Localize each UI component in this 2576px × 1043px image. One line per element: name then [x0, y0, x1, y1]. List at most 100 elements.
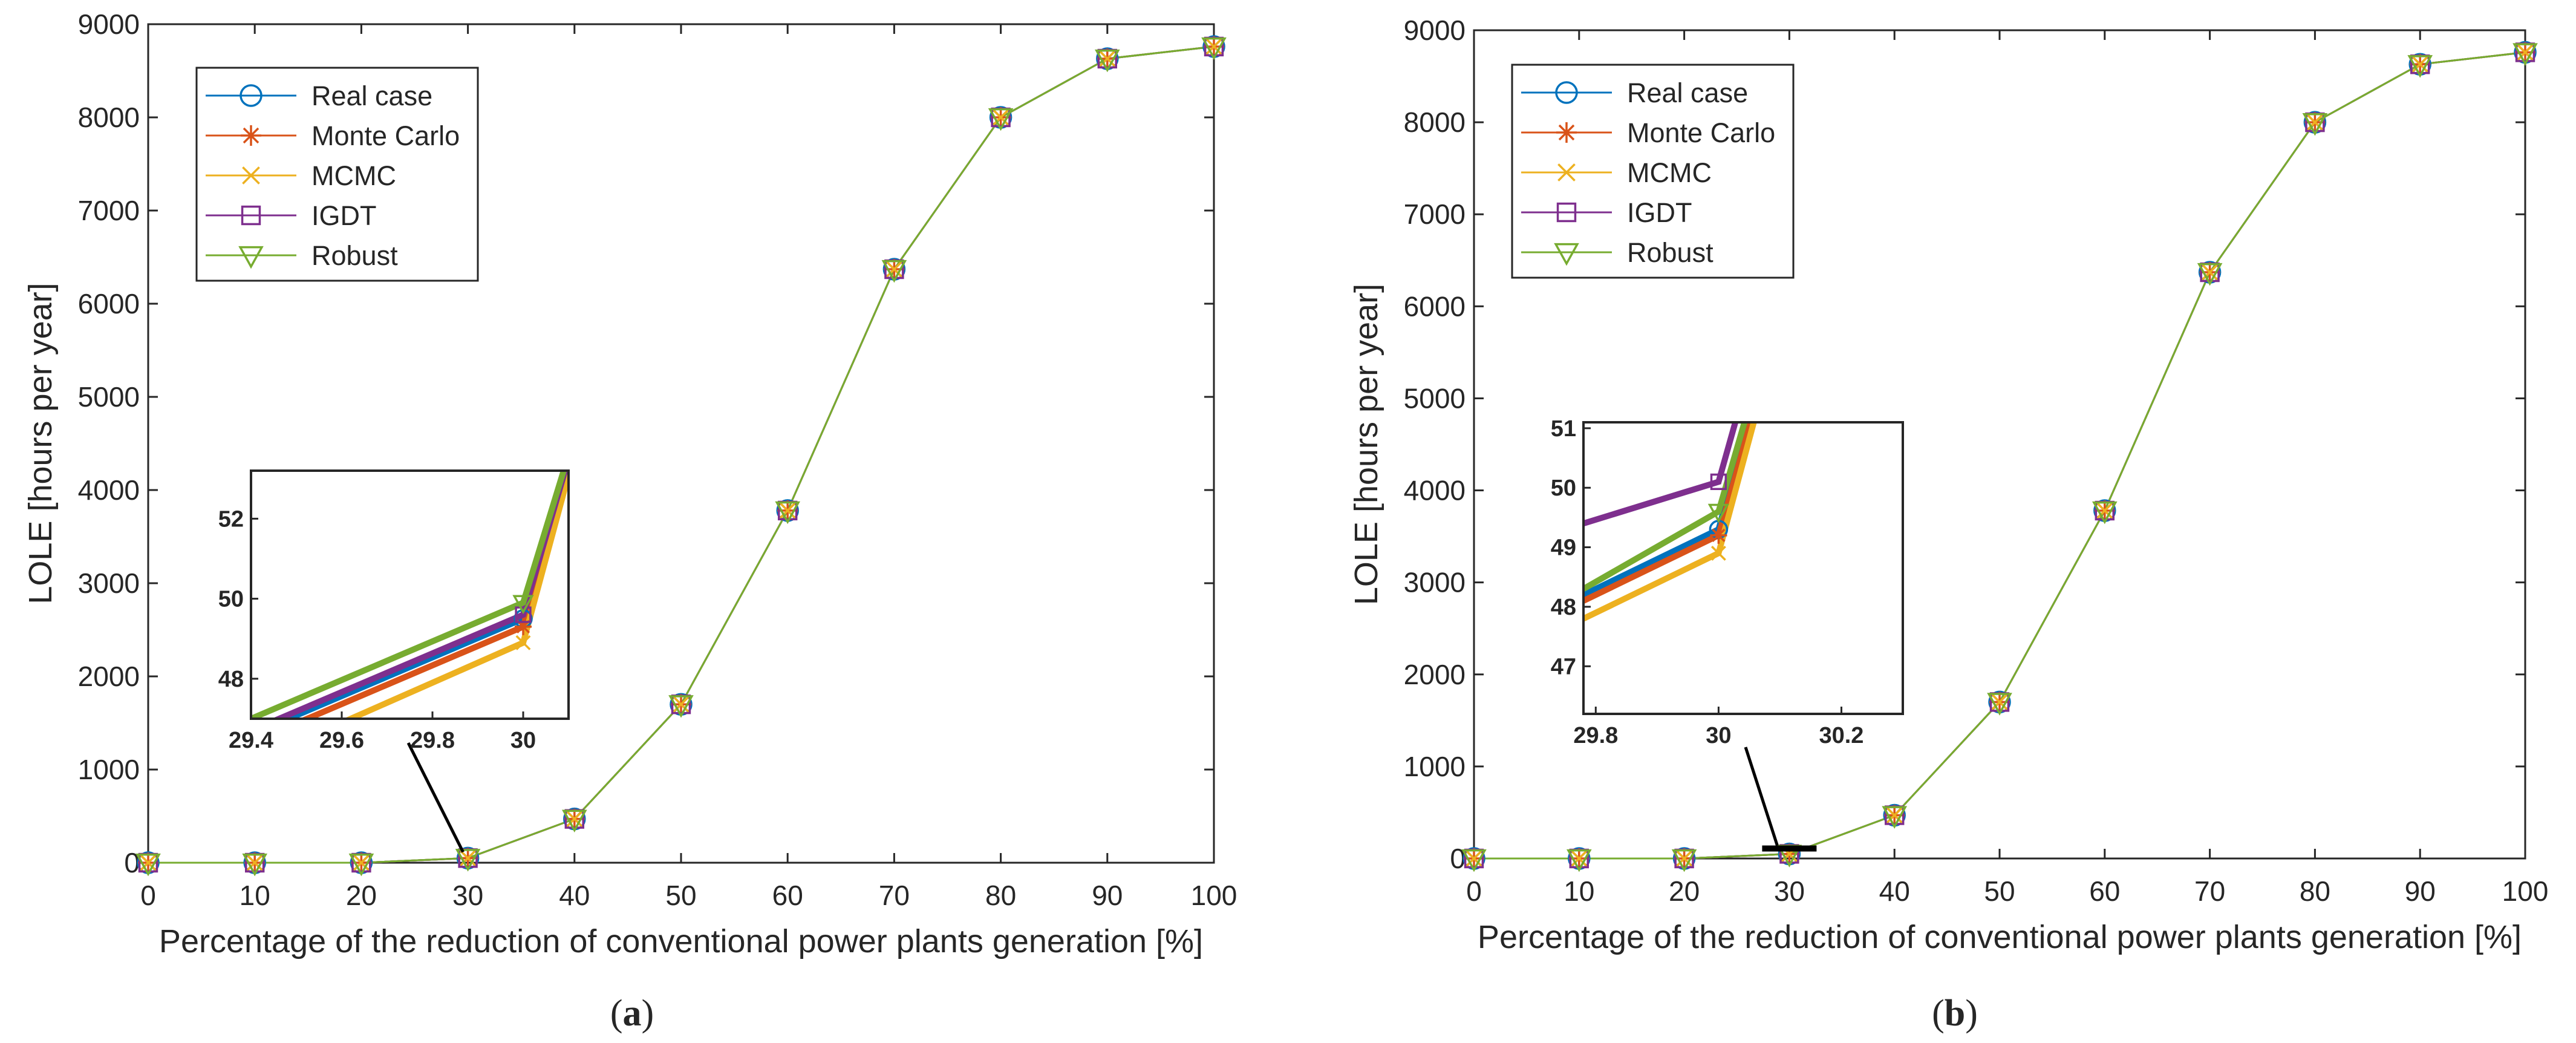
inset-y-tick-label: 50: [1551, 476, 1576, 501]
inset-y-tick-label: 48: [218, 667, 244, 692]
y-axis-label: LOLE [hours per year]: [1348, 284, 1384, 605]
legend-label-robust: Robust: [1627, 237, 1714, 268]
inset-series-group: [1583, 422, 1757, 622]
x-tick-label: 60: [772, 880, 803, 911]
x-tick-label: 60: [2089, 875, 2120, 907]
legend-marker-mcmc: [242, 166, 260, 185]
data-point-robust: [1461, 849, 1487, 872]
chart-panel-b: 0 10 20 30 40 50 60 70 80 90 100010002000300040005…: [1348, 15, 2548, 1034]
legend-marker-monte_carlo: [1556, 122, 1577, 143]
inset-y-tick-label: 52: [218, 506, 244, 532]
data-point-mcmc: [2200, 263, 2219, 281]
legend-label-monte_carlo: Monte Carlo: [311, 120, 460, 151]
data-point-mcmc: [991, 108, 1010, 126]
y-tick-label: 4000: [78, 474, 140, 506]
inset-x-tick-label: 29.4: [229, 728, 273, 753]
y-tick-label: 8000: [78, 102, 140, 133]
inset-point-monte_carlo: [1710, 526, 1727, 544]
data-point-mcmc: [672, 695, 690, 714]
data-point-robust: [2092, 501, 2118, 525]
legend-label-igdt: IGDT: [1627, 197, 1692, 228]
x-tick-label: 50: [1984, 875, 2015, 907]
caption-letter: b: [1945, 993, 1965, 1034]
data-point-robust: [1094, 49, 1120, 73]
x-tick-label: 10: [240, 880, 270, 911]
legend-label-igdt: IGDT: [311, 200, 377, 231]
x-tick-label: 80: [985, 880, 1016, 911]
panel-caption: (a): [610, 993, 654, 1034]
inset-line-robust: [1583, 422, 1748, 592]
data-point-mcmc: [1885, 806, 1904, 825]
x-tick-label: 0: [140, 880, 156, 911]
data-point-robust: [1671, 849, 1697, 872]
legend-label-mcmc: MCMC: [311, 160, 396, 191]
legend-marker-robust: [238, 246, 264, 269]
caption-close-paren: ): [642, 993, 654, 1034]
zoom-connector: [406, 742, 465, 853]
legend-label-mcmc: MCMC: [1627, 157, 1712, 188]
y-tick-label: 6000: [1404, 290, 1466, 322]
x-tick-label: 40: [559, 880, 590, 911]
caption-open-paren: (: [610, 993, 623, 1034]
x-tick-label: 20: [1669, 875, 1700, 907]
x-tick-label: 90: [2405, 875, 2436, 907]
inset-line-robust: [251, 471, 567, 719]
y-tick-label: 1000: [1404, 751, 1466, 782]
data-point-robust: [1201, 37, 1227, 60]
inset-point-mcmc: [515, 635, 531, 650]
inset-zoom-plot: 29.8 30 30.2 47 48 49 50 51: [1551, 416, 1904, 748]
legend: Real case Monte Carlo MCMC IGDT Robust: [1511, 64, 1795, 279]
inset-frame: [250, 469, 570, 720]
data-point-robust: [881, 260, 907, 283]
panel-caption: (b): [1932, 993, 1978, 1034]
legend-label-real_case: Real case: [1627, 77, 1748, 108]
data-point-mcmc: [2411, 55, 2430, 74]
inset-point-igdt: [515, 606, 532, 623]
x-axis-label: Percentage of the reduction of conventio…: [159, 923, 1203, 960]
x-tick-label: 40: [1879, 875, 1910, 907]
data-point-mcmc: [885, 260, 904, 278]
x-tick-label: 70: [2194, 875, 2225, 907]
zoom-connector: [1744, 747, 1779, 846]
y-tick-label: 5000: [78, 381, 140, 413]
legend-marker-monte_carlo: [241, 125, 261, 146]
x-tick-label: 10: [1564, 875, 1594, 907]
inset-y-tick-label: 50: [218, 587, 244, 612]
inset-y-tick-label: 51: [1551, 416, 1576, 442]
y-tick-label: 9000: [1404, 15, 1466, 46]
data-point-mcmc: [1570, 849, 1588, 868]
x-tick-label: 90: [1092, 880, 1123, 911]
x-tick-label: 30: [452, 880, 483, 911]
inset-x-tick-label: 29.8: [410, 728, 455, 753]
y-tick-label: 7000: [78, 195, 140, 226]
data-point-robust: [775, 501, 801, 525]
y-tick-label: 7000: [1404, 198, 1466, 230]
caption-open-paren: (: [1932, 993, 1945, 1034]
legend-label-real_case: Real case: [311, 80, 432, 111]
inset-x-tick-label: 29.8: [1573, 723, 1618, 748]
data-point-mcmc: [1465, 849, 1483, 868]
legend-marker-robust: [1554, 243, 1579, 266]
x-tick-label: 80: [2300, 875, 2330, 907]
data-point-mcmc: [1205, 38, 1223, 56]
legend-label-monte_carlo: Monte Carlo: [1627, 117, 1775, 148]
x-tick-label: 100: [1191, 880, 1237, 911]
x-tick-label: 0: [1466, 875, 1482, 907]
data-point-mcmc: [2306, 113, 2324, 131]
inset-point-robust: [512, 595, 534, 615]
y-tick-label: 3000: [1404, 567, 1466, 598]
inset-x-tick-label: 30.2: [1819, 723, 1864, 748]
data-point-robust: [561, 809, 587, 832]
data-point-mcmc: [1675, 849, 1694, 868]
data-point-mcmc: [246, 854, 264, 872]
inset-frame: [1582, 421, 1904, 715]
inset-y-tick-label: 49: [1551, 535, 1576, 561]
y-tick-label: 8000: [1404, 106, 1466, 138]
y-axis-label: LOLE [hours per year]: [22, 283, 59, 604]
y-tick-label: 2000: [1404, 659, 1466, 690]
data-point-mcmc: [139, 854, 157, 872]
data-point-robust: [1882, 806, 1908, 829]
zoom-region-marker: [1762, 845, 1817, 852]
data-point-robust: [1987, 693, 2012, 716]
